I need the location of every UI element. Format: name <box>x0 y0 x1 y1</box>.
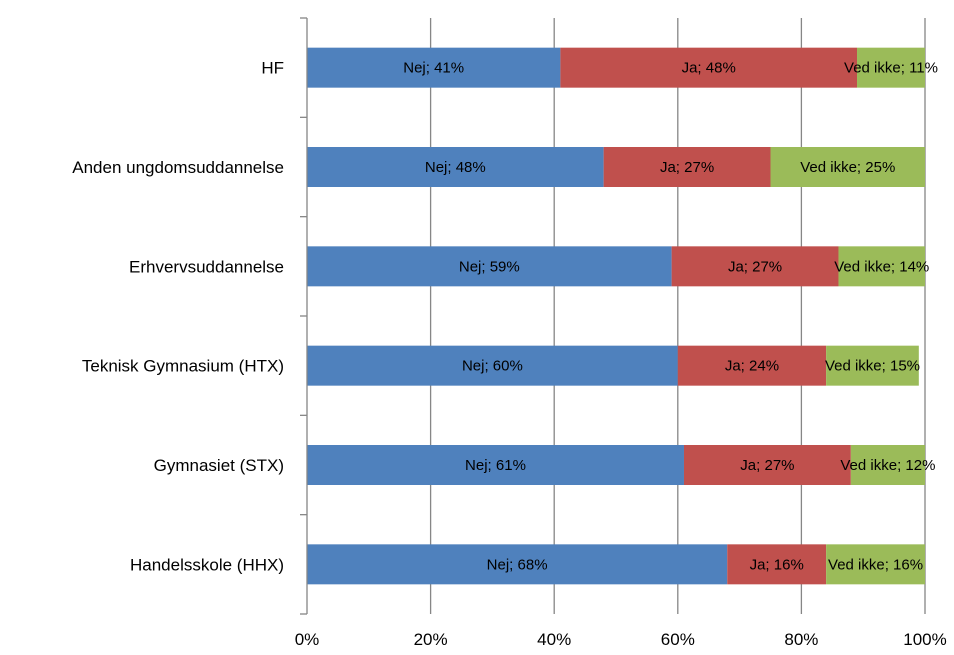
gridlines <box>429 18 926 614</box>
data-label: Nej; 68% <box>487 556 548 573</box>
y-axis <box>300 17 308 615</box>
data-label: Ja; 24% <box>725 358 779 375</box>
bar-segment-nej <box>307 147 604 187</box>
data-label: Ja; 48% <box>682 60 736 77</box>
data-label: Ja; 27% <box>740 457 794 474</box>
bar-segment-nej <box>307 345 678 386</box>
category-label: HF <box>261 59 284 78</box>
data-label: Ved ikke; 12% <box>840 457 935 474</box>
data-label: Nej; 41% <box>403 60 464 77</box>
x-tick-label: 60% <box>661 630 695 649</box>
category-label: Teknisk Gymnasium (HTX) <box>82 357 284 376</box>
bar-segment-ja <box>677 345 827 386</box>
data-label: Ved ikke; 14% <box>834 258 929 275</box>
bar-segment-nej <box>307 445 684 485</box>
bar-segment-ved-ikke <box>826 544 925 585</box>
bar-segment-nej <box>307 544 728 585</box>
bar-segment-nej <box>307 246 672 287</box>
x-tick-label: 0% <box>295 630 320 649</box>
category-labels: HF Anden ungdomsuddannelse Erhvervsuddanne… <box>72 59 284 575</box>
data-label: Nej; 59% <box>459 258 520 275</box>
x-tick-label: 100% <box>903 630 946 649</box>
data-label: Ja; 27% <box>660 159 714 176</box>
bar-segment-ja <box>683 445 851 485</box>
data-label: Nej; 60% <box>462 358 523 375</box>
bar-segment-nej <box>307 47 561 88</box>
bar-segment-ved-ikke <box>826 345 919 386</box>
bar-segment-ved-ikke <box>838 246 925 287</box>
category-label: Handelsskole (HHX) <box>130 555 284 574</box>
category-label: Anden ungdomsuddannelse <box>72 158 284 177</box>
x-tick-label: 20% <box>414 630 448 649</box>
bar-segment-ved-ikke <box>770 147 925 187</box>
bar-segment-ja <box>671 246 839 287</box>
data-label: Ved ikke; 15% <box>825 358 920 375</box>
x-tick-label: 80% <box>784 630 818 649</box>
bar-segment-ja <box>727 544 827 585</box>
x-tick-label: 40% <box>537 630 571 649</box>
data-label: Ja; 16% <box>750 556 804 573</box>
data-label: Ved ikke; 16% <box>828 556 923 573</box>
category-label: Erhvervsuddannelse <box>129 257 284 276</box>
data-label: Nej; 48% <box>425 159 486 176</box>
data-label: Ved ikke; 25% <box>800 159 895 176</box>
data-label: Ved ikke; 11% <box>844 60 938 77</box>
data-label: Ja; 27% <box>728 258 782 275</box>
bar-segment-ja <box>560 47 858 88</box>
data-labels: Nej; 41% Ja; 48% Ved ikke; 11% Nej; 48% Ja; … <box>403 60 938 574</box>
data-label: Nej; 61% <box>465 457 526 474</box>
category-label: Gymnasiet (STX) <box>154 456 284 475</box>
bar-segment-ved-ikke <box>850 445 925 485</box>
bar-segment-ja <box>603 147 771 187</box>
bars <box>307 47 925 585</box>
x-tick-labels: 0% 20% 40% 60% 80% 100% <box>295 630 947 649</box>
bar-segment-ved-ikke <box>857 47 925 88</box>
